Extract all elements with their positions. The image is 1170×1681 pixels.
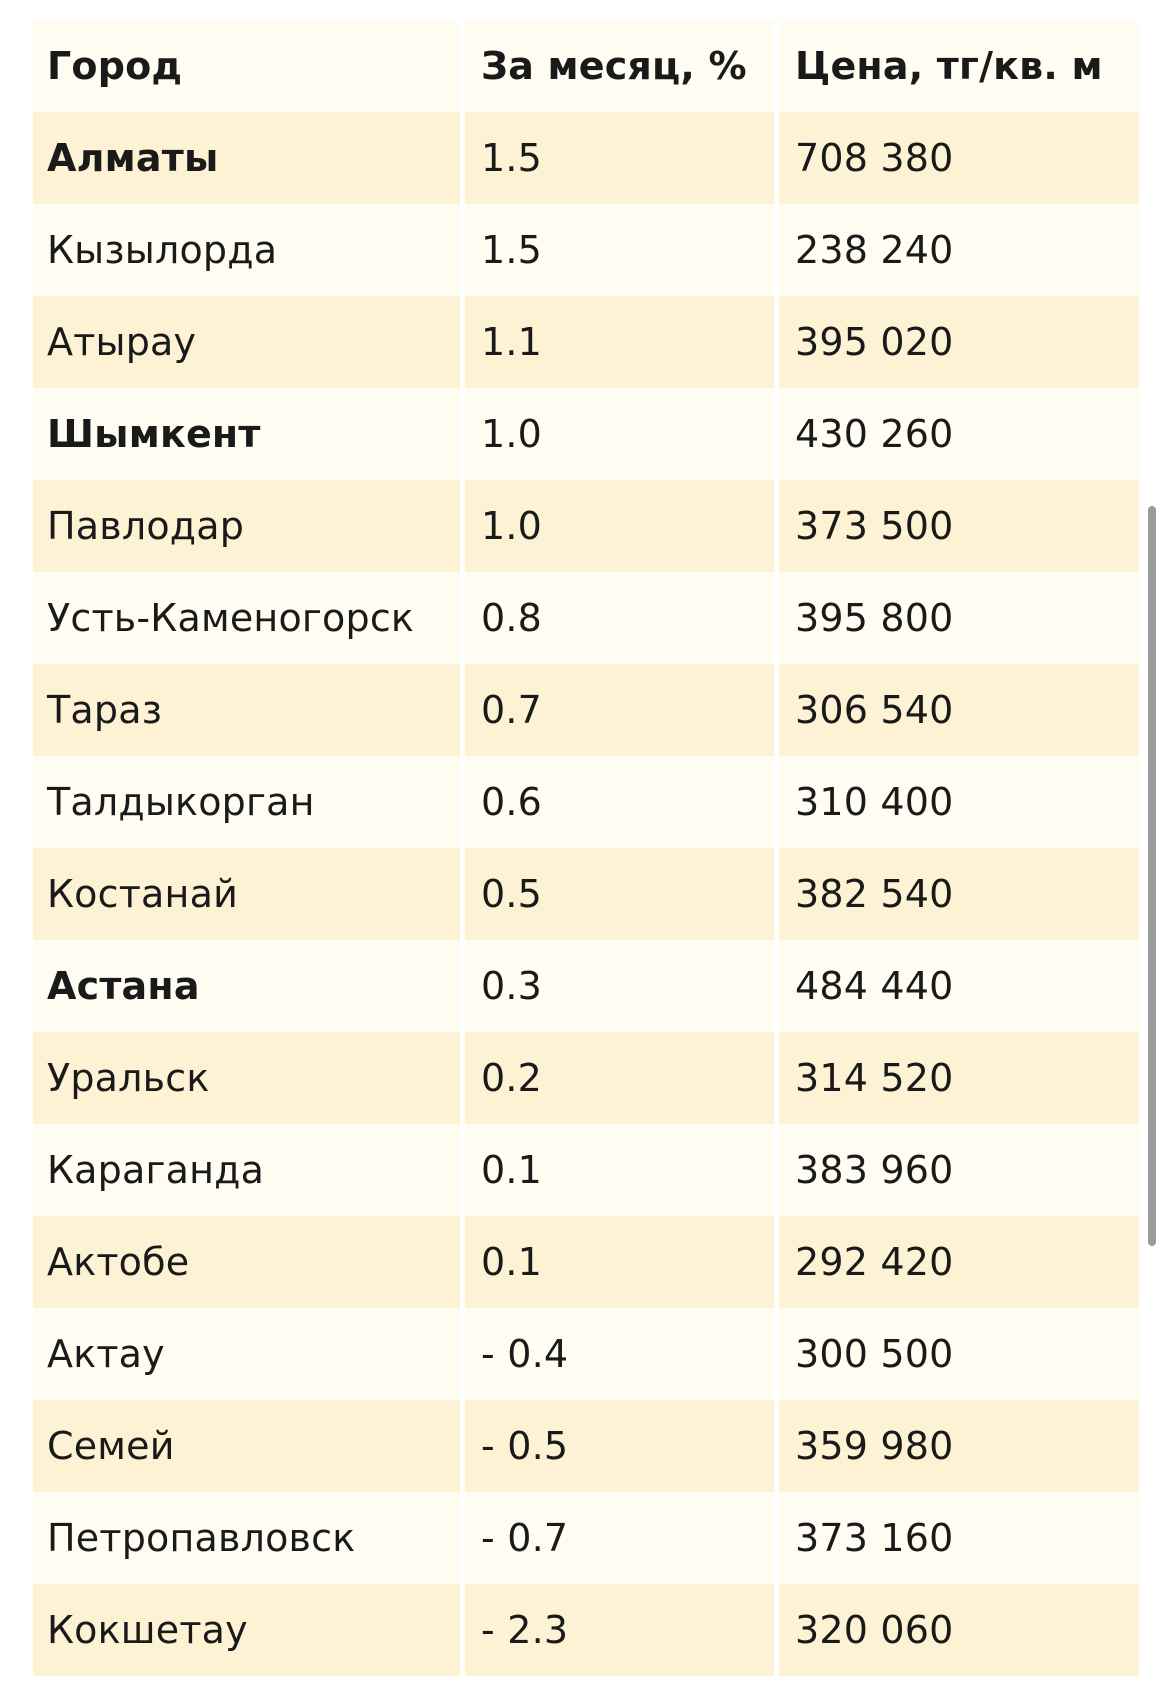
city-cell: Кызылорда xyxy=(33,204,460,296)
price-cell: 306 540 xyxy=(779,664,1139,756)
header-monthly-change: За месяц, % xyxy=(465,20,774,112)
table-row: Павлодар 1.0 373 500 xyxy=(33,480,1139,572)
price-cell: 359 980 xyxy=(779,1400,1139,1492)
table-row: Кокшетау - 2.3 320 060 xyxy=(33,1584,1139,1676)
price-cell: 320 060 xyxy=(779,1584,1139,1676)
price-cell: 484 440 xyxy=(779,940,1139,1032)
city-cell: Усть-Каменогорск xyxy=(33,572,460,664)
price-cell: 373 160 xyxy=(779,1492,1139,1584)
city-cell: Актау xyxy=(33,1308,460,1400)
change-cell: 1.0 xyxy=(465,388,774,480)
change-cell: 1.5 xyxy=(465,204,774,296)
price-cell: 314 520 xyxy=(779,1032,1139,1124)
table-row: Алматы 1.5 708 380 xyxy=(33,112,1139,204)
price-cell: 292 420 xyxy=(779,1216,1139,1308)
price-cell: 395 800 xyxy=(779,572,1139,664)
price-cell: 708 380 xyxy=(779,112,1139,204)
price-cell: 382 540 xyxy=(779,848,1139,940)
table-row: Тараз 0.7 306 540 xyxy=(33,664,1139,756)
change-cell: 1.1 xyxy=(465,296,774,388)
price-cell: 310 400 xyxy=(779,756,1139,848)
header-city: Город xyxy=(33,20,460,112)
city-cell: Уральск xyxy=(33,1032,460,1124)
change-cell: 0.1 xyxy=(465,1124,774,1216)
table-header-row: Город За месяц, % Цена, тг/кв. м xyxy=(33,20,1139,112)
table-row: Уральск 0.2 314 520 xyxy=(33,1032,1139,1124)
table-row: Караганда 0.1 383 960 xyxy=(33,1124,1139,1216)
change-cell: - 0.4 xyxy=(465,1308,774,1400)
city-cell: Петропавловск xyxy=(33,1492,460,1584)
table-row: Астана 0.3 484 440 xyxy=(33,940,1139,1032)
city-cell: Атырау xyxy=(33,296,460,388)
city-cell: Астана xyxy=(33,940,460,1032)
city-cell: Талдыкорган xyxy=(33,756,460,848)
price-cell: 430 260 xyxy=(779,388,1139,480)
city-cell: Актобе xyxy=(33,1216,460,1308)
price-cell: 395 020 xyxy=(779,296,1139,388)
city-cell: Павлодар xyxy=(33,480,460,572)
vertical-scrollbar[interactable] xyxy=(1148,506,1156,1246)
table-row: Шымкент 1.0 430 260 xyxy=(33,388,1139,480)
change-cell: 0.8 xyxy=(465,572,774,664)
price-cell: 373 500 xyxy=(779,480,1139,572)
change-cell: 0.5 xyxy=(465,848,774,940)
price-cell: 238 240 xyxy=(779,204,1139,296)
change-cell: 0.6 xyxy=(465,756,774,848)
city-cell: Шымкент xyxy=(33,388,460,480)
price-cell: 383 960 xyxy=(779,1124,1139,1216)
city-cell: Кокшетау xyxy=(33,1584,460,1676)
city-cell: Караганда xyxy=(33,1124,460,1216)
header-price: Цена, тг/кв. м xyxy=(779,20,1139,112)
price-table: Город За месяц, % Цена, тг/кв. м Алматы 1… xyxy=(33,20,1139,1676)
change-cell: 0.2 xyxy=(465,1032,774,1124)
change-cell: - 0.7 xyxy=(465,1492,774,1584)
city-cell: Костанай xyxy=(33,848,460,940)
change-cell: 0.7 xyxy=(465,664,774,756)
table-row: Костанай 0.5 382 540 xyxy=(33,848,1139,940)
table-row: Талдыкорган 0.6 310 400 xyxy=(33,756,1139,848)
change-cell: - 2.3 xyxy=(465,1584,774,1676)
table-row: Актобе 0.1 292 420 xyxy=(33,1216,1139,1308)
change-cell: 1.0 xyxy=(465,480,774,572)
change-cell: 0.1 xyxy=(465,1216,774,1308)
city-cell: Семей xyxy=(33,1400,460,1492)
change-cell: 0.3 xyxy=(465,940,774,1032)
table-row: Актау - 0.4 300 500 xyxy=(33,1308,1139,1400)
city-cell: Алматы xyxy=(33,112,460,204)
change-cell: 1.5 xyxy=(465,112,774,204)
table-row: Усть-Каменогорск 0.8 395 800 xyxy=(33,572,1139,664)
table-row: Семей - 0.5 359 980 xyxy=(33,1400,1139,1492)
table-row: Кызылорда 1.5 238 240 xyxy=(33,204,1139,296)
change-cell: - 0.5 xyxy=(465,1400,774,1492)
table-row: Атырау 1.1 395 020 xyxy=(33,296,1139,388)
table-row: Петропавловск - 0.7 373 160 xyxy=(33,1492,1139,1584)
city-cell: Тараз xyxy=(33,664,460,756)
price-cell: 300 500 xyxy=(779,1308,1139,1400)
